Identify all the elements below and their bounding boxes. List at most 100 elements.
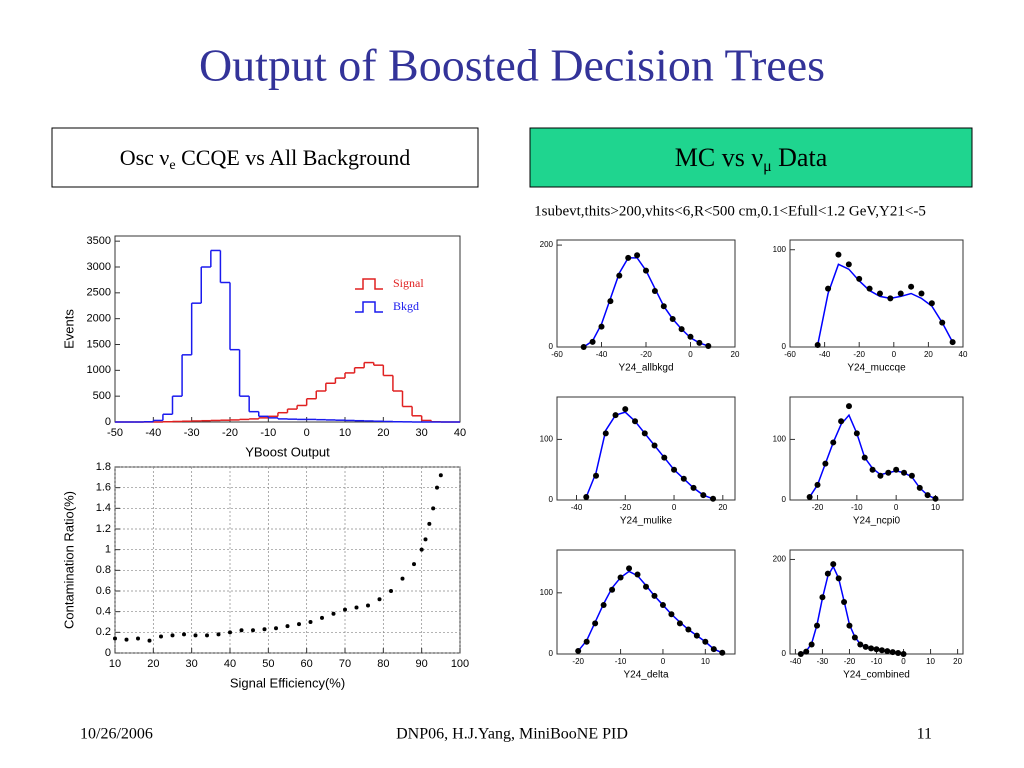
data-point (634, 571, 641, 578)
data-point (808, 641, 815, 648)
data-point (895, 650, 902, 657)
data-point (877, 472, 884, 479)
data-point (170, 633, 175, 638)
data-point (876, 290, 883, 297)
data-point (893, 466, 900, 473)
data-point (622, 406, 629, 413)
x-tick-label: -20 (853, 350, 865, 359)
data-point (710, 495, 717, 502)
x-tick-label: 60 (301, 658, 313, 670)
data-point (216, 632, 221, 637)
right-box (529, 127, 973, 188)
data-point (868, 645, 875, 652)
data-point (400, 576, 405, 581)
x-tick-label: 10 (926, 657, 935, 666)
data-point (949, 339, 956, 346)
data-point (343, 607, 347, 612)
y-tick-label: 3000 (87, 261, 111, 273)
x-axis-label: Y24_muccqe (847, 363, 906, 374)
plot-frame (556, 396, 736, 501)
data-point (617, 574, 624, 581)
data-point (159, 634, 163, 639)
legend-label: Bkgd (393, 299, 419, 313)
plot-frame (114, 235, 461, 423)
data-point (228, 630, 232, 635)
data-point (710, 646, 717, 653)
data-point (908, 472, 915, 479)
data-point (862, 643, 869, 650)
data-point (819, 594, 826, 601)
data-point (575, 647, 582, 654)
data-point (928, 300, 935, 307)
data-point (901, 469, 908, 476)
x-tick-label: -20 (812, 503, 824, 512)
y-tick-label: 2000 (87, 313, 111, 325)
data-point (696, 339, 703, 346)
legend-icon (355, 301, 383, 313)
x-axis-label: Y24_delta (623, 670, 668, 681)
x-tick-label: -40 (145, 427, 161, 439)
y-tick-label: 0 (105, 647, 111, 659)
x-tick-label: 20 (731, 350, 740, 359)
data-point (690, 484, 697, 491)
data-point (830, 439, 837, 446)
data-point (884, 648, 891, 655)
data-point (651, 592, 658, 599)
x-tick-label: -40 (819, 350, 831, 359)
x-tick-label: 40 (454, 427, 466, 439)
y-tick-label: 0.8 (96, 564, 111, 576)
data-point (580, 344, 587, 350)
data-point (632, 418, 639, 425)
x-tick-label: 100 (451, 658, 469, 670)
data-point (878, 647, 885, 654)
y-tick-label: 500 (93, 390, 111, 402)
data-point (835, 575, 842, 582)
plot-frame (789, 239, 964, 348)
data-point (687, 333, 694, 340)
text: CCQE vs All Background (176, 145, 411, 170)
data-point (825, 285, 832, 292)
y-tick-label: 0 (782, 495, 787, 504)
data-point (797, 651, 804, 657)
data-point (612, 412, 619, 419)
x-tick-label: -10 (260, 427, 276, 439)
plot-frame (556, 549, 736, 655)
y-tick-label: 1.8 (96, 461, 111, 473)
data-point (626, 565, 633, 572)
x-axis-label: Y24_combined (843, 670, 910, 681)
data-point (680, 475, 687, 482)
data-point (262, 627, 267, 632)
x-tick-label: -40 (596, 350, 608, 359)
x-tick-label: -20 (640, 350, 652, 359)
x-tick-label: -40 (571, 503, 583, 512)
x-tick-label: -30 (184, 427, 200, 439)
data-point (651, 287, 658, 294)
data-point (124, 637, 129, 642)
text: Data (772, 143, 828, 172)
text: Osc ν (120, 145, 170, 170)
x-tick-label: 50 (262, 658, 274, 670)
x-tick-label: -30 (817, 657, 829, 666)
data-point (274, 626, 278, 631)
x-tick-label: 80 (377, 658, 389, 670)
data-point (822, 460, 829, 467)
y-tick-label: 200 (540, 240, 554, 249)
subscript: e (169, 158, 175, 173)
y-tick-label: 200 (773, 555, 787, 564)
x-tick-label: -60 (551, 350, 563, 359)
y-axis-label: Events (61, 309, 76, 349)
x-tick-label: 10 (931, 503, 940, 512)
data-point (885, 469, 892, 476)
footer-page: 11 (917, 726, 932, 743)
x-tick-label: -10 (871, 657, 883, 666)
y-tick-label: 100 (540, 435, 554, 444)
y-tick-label: 0 (782, 649, 787, 658)
plot-frame (789, 396, 964, 501)
data-point (908, 283, 915, 290)
data-point (889, 649, 896, 656)
data-point (916, 484, 923, 491)
x-tick-label: 40 (224, 658, 236, 670)
data-point (431, 506, 436, 511)
x-tick-label: 10 (701, 657, 710, 666)
legend-label: Signal (393, 276, 424, 290)
